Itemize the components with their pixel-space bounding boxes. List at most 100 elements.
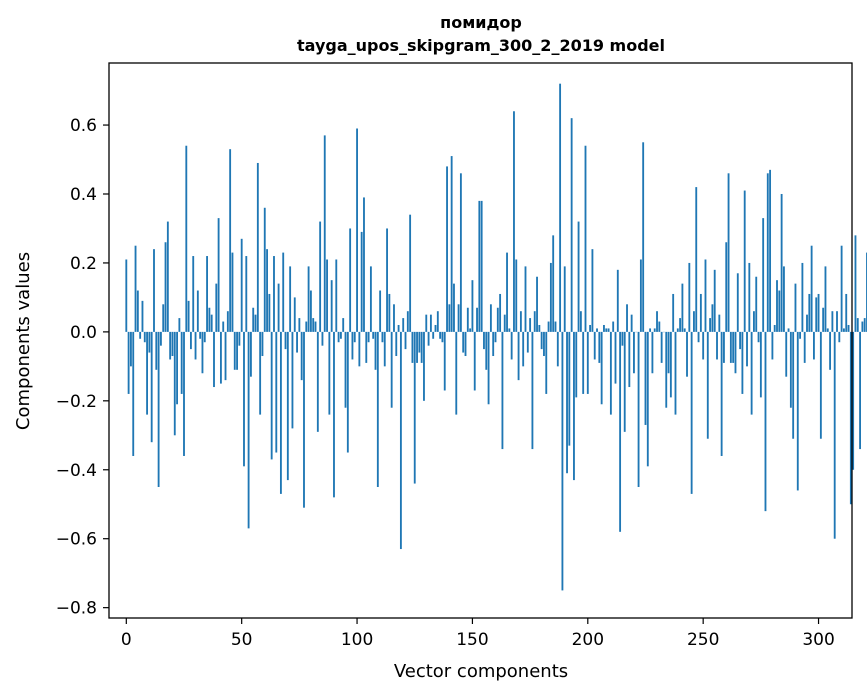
bar <box>843 328 845 332</box>
bar <box>374 331 377 370</box>
bar <box>492 331 495 357</box>
bar <box>215 283 218 332</box>
bar <box>395 331 398 357</box>
bar <box>796 331 799 491</box>
bar <box>180 331 183 394</box>
bar <box>695 187 698 332</box>
bar <box>305 321 308 332</box>
bar <box>538 324 541 332</box>
bar <box>819 331 822 439</box>
bar <box>577 221 580 332</box>
bar <box>755 276 758 332</box>
bar <box>529 318 532 332</box>
bar <box>522 331 525 367</box>
bar <box>284 331 287 350</box>
bar <box>178 318 181 332</box>
bar <box>496 307 499 332</box>
bar <box>633 331 635 374</box>
bar <box>813 331 815 360</box>
bar <box>252 307 255 332</box>
bar <box>824 266 827 332</box>
bar <box>159 331 162 346</box>
bar <box>690 331 693 494</box>
bar <box>656 311 658 332</box>
bar <box>136 290 139 332</box>
bar <box>836 311 838 332</box>
bar <box>229 149 232 332</box>
bar <box>519 311 522 332</box>
bar <box>759 331 762 398</box>
bar <box>727 173 730 332</box>
bar <box>192 256 195 332</box>
bar <box>531 331 534 450</box>
bar <box>402 318 405 332</box>
bar <box>469 328 472 332</box>
bar <box>455 331 458 415</box>
bar <box>270 331 273 460</box>
bar <box>247 331 250 529</box>
bar <box>711 304 714 332</box>
bar <box>143 331 146 343</box>
bar <box>309 290 312 332</box>
bar <box>769 169 772 332</box>
bar <box>360 231 363 332</box>
chart-title: помидор <box>440 13 522 32</box>
bar <box>342 318 345 332</box>
x-axis-label: Vector components <box>394 661 568 682</box>
bar <box>750 331 753 415</box>
bar <box>409 214 412 332</box>
bar <box>406 311 409 332</box>
bar <box>263 207 266 332</box>
bar <box>222 321 225 332</box>
bar <box>146 331 148 415</box>
bar <box>582 331 585 394</box>
bar <box>268 293 271 332</box>
bar <box>494 331 497 343</box>
bar <box>213 331 215 388</box>
bar <box>369 266 372 332</box>
bar <box>789 331 792 408</box>
y-tick-label: −0.4 <box>56 461 97 481</box>
bar <box>833 331 836 539</box>
bar <box>676 328 679 332</box>
bar <box>621 331 624 346</box>
bar <box>404 331 407 350</box>
bar <box>517 331 520 381</box>
bar <box>425 314 428 332</box>
bar <box>254 314 257 332</box>
bar <box>155 331 158 370</box>
bar <box>245 256 248 332</box>
bar <box>718 314 721 332</box>
bar <box>330 280 333 332</box>
bar <box>176 331 178 405</box>
bar <box>436 311 439 332</box>
bar <box>397 324 400 332</box>
bar <box>803 331 806 363</box>
bar <box>448 304 451 332</box>
bar <box>630 314 633 332</box>
y-tick-label: 0.2 <box>70 254 97 274</box>
y-tick-label: 0.6 <box>70 116 97 136</box>
bar <box>826 328 829 332</box>
bar <box>609 331 612 415</box>
bar <box>852 331 855 470</box>
x-tick-label: 100 <box>341 630 373 650</box>
bar <box>810 245 813 332</box>
bar <box>785 331 788 377</box>
bar <box>183 331 185 456</box>
bar <box>478 200 481 332</box>
bar <box>208 307 211 332</box>
bar <box>240 238 243 332</box>
bar <box>792 331 795 439</box>
bar <box>817 293 820 332</box>
bar <box>441 331 444 343</box>
bar <box>642 142 645 332</box>
bar <box>716 331 718 360</box>
bar <box>132 331 135 456</box>
bar <box>838 331 841 343</box>
bar <box>427 331 430 346</box>
bar <box>169 331 172 360</box>
bar <box>524 266 527 332</box>
bar <box>153 249 155 332</box>
bar <box>194 331 197 360</box>
